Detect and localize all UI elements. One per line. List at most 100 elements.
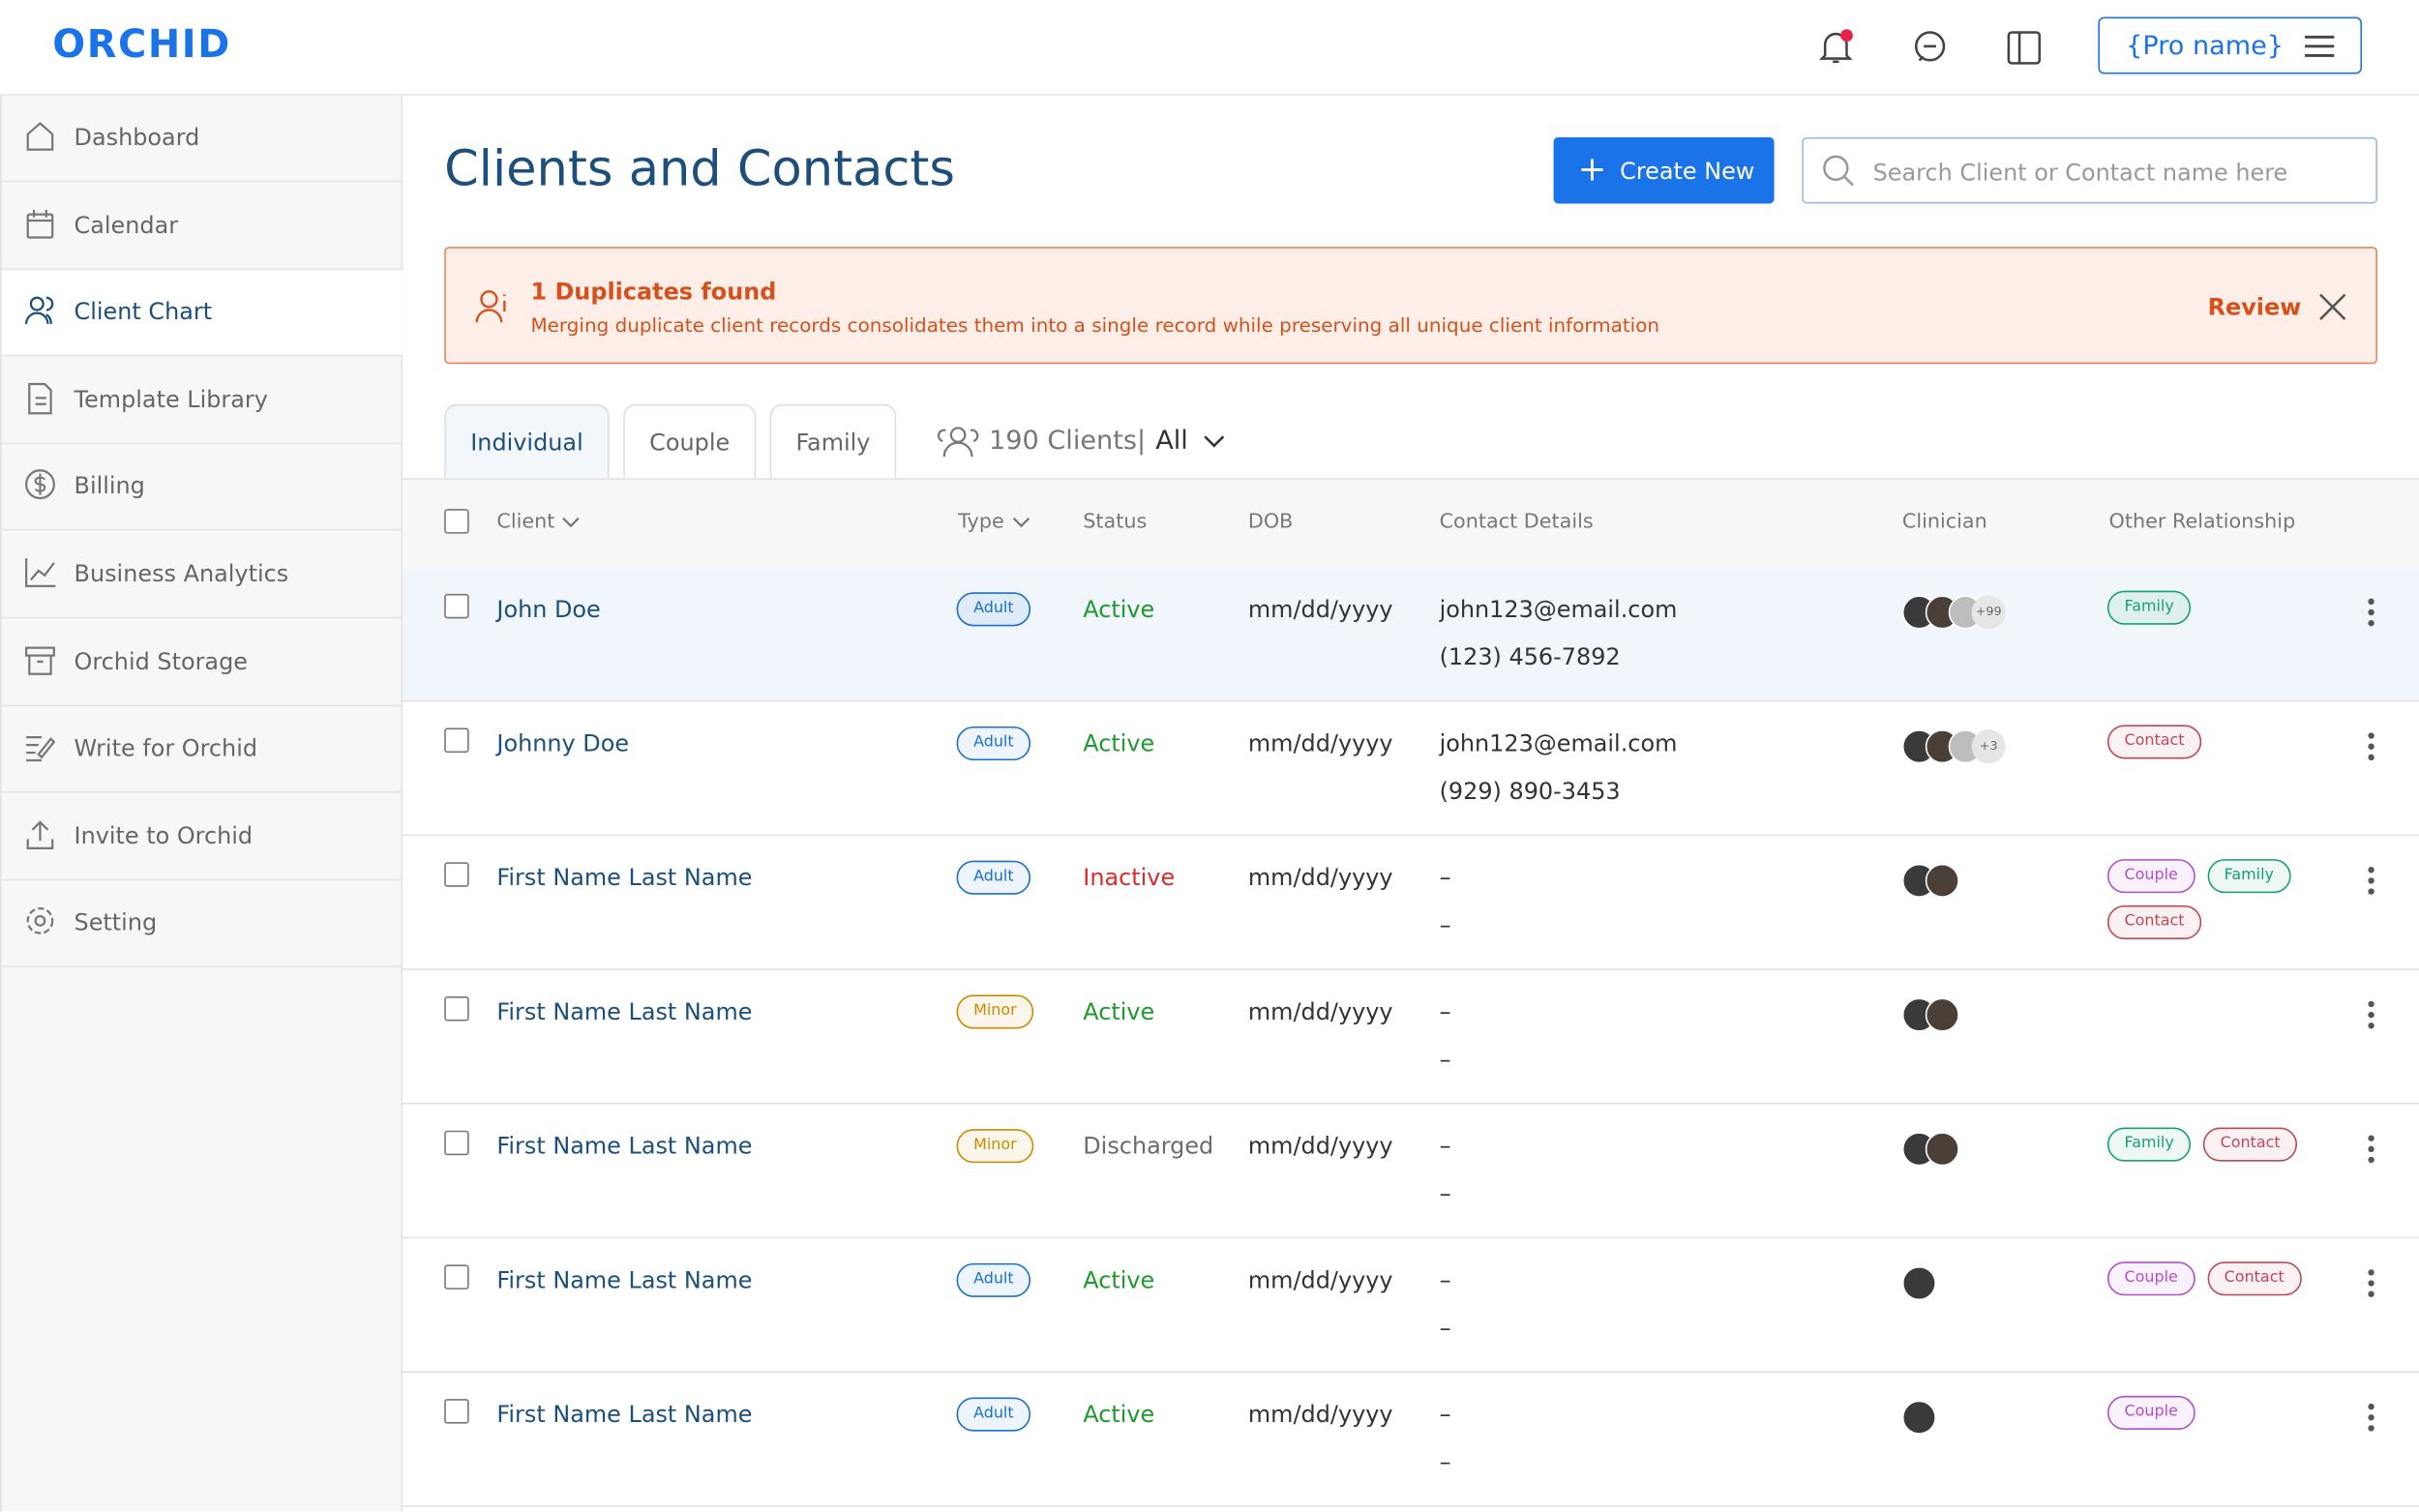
client-name[interactable]: First Name Last Name [496, 863, 753, 892]
status: Discharged [1083, 1132, 1214, 1160]
phone: – [1439, 911, 1451, 939]
row-checkbox[interactable] [444, 1399, 469, 1424]
status: Active [1083, 1266, 1155, 1294]
nav-item[interactable]: Orchid Storage [1, 619, 403, 706]
row-menu[interactable] [2368, 1269, 2374, 1301]
type-badge: Minor [956, 1129, 1034, 1164]
row-menu[interactable] [2368, 1000, 2374, 1033]
client-name[interactable]: First Name Last Name [496, 1400, 753, 1429]
email: – [1439, 1400, 1451, 1429]
column-header[interactable]: Client [496, 510, 555, 534]
nav-item[interactable]: Billing [1, 445, 403, 532]
status: Active [1083, 1400, 1155, 1429]
row-checkbox[interactable] [444, 862, 469, 887]
row-menu[interactable] [2368, 1403, 2374, 1436]
row-checkbox[interactable] [444, 1264, 469, 1290]
nav-icon [26, 209, 54, 239]
client-name[interactable]: First Name Last Name [496, 1132, 753, 1160]
dob: mm/dd/yyyy [1247, 729, 1393, 757]
nav-icon [26, 819, 54, 849]
column-header[interactable]: Type [958, 510, 1004, 534]
tab[interactable]: Couple [623, 403, 757, 479]
nav-icon [26, 736, 56, 762]
table-header [403, 478, 2419, 568]
nav-label: Template Library [74, 385, 268, 413]
sort-icon[interactable] [1012, 517, 1030, 529]
nav-icon [26, 122, 54, 151]
nav-icon [24, 296, 54, 325]
type-badge: Adult [956, 592, 1031, 627]
row-checkbox[interactable] [444, 1130, 469, 1156]
nav-label: Business Analytics [74, 559, 289, 588]
search-icon [1823, 155, 1854, 187]
row-menu[interactable] [2368, 598, 2374, 631]
tab[interactable]: Individual [444, 403, 610, 479]
plus-icon [1581, 159, 1603, 181]
status: Active [1083, 595, 1155, 624]
nav-item[interactable]: Business Analytics [1, 532, 403, 619]
tab-label: Individual [470, 429, 583, 457]
client-name[interactable]: Johnny Doe [496, 729, 630, 757]
relationship-badge: Couple [2106, 859, 2195, 894]
pro-menu[interactable]: {Pro name} [2098, 16, 2363, 74]
create-label: Create New [1620, 157, 1755, 186]
nav-item[interactable]: Calendar [1, 183, 403, 270]
table-row [403, 1373, 2419, 1507]
row-menu[interactable] [2368, 732, 2374, 764]
status: Active [1083, 729, 1155, 757]
nav-item[interactable]: Client Chart [1, 270, 403, 357]
relationship-badge: Couple [2106, 1261, 2195, 1296]
sort-icon[interactable] [561, 517, 580, 529]
relationship-badge: Contact [2203, 1127, 2298, 1162]
notification-icon[interactable] [1817, 28, 1854, 68]
nav-icon [26, 907, 54, 935]
nav-item[interactable]: Dashboard [1, 96, 403, 183]
nav-item[interactable]: Write for Orchid [1, 707, 403, 793]
nav-label: Setting [74, 908, 158, 937]
clinician-avatar [1925, 1132, 1959, 1167]
table-row [403, 1105, 2419, 1239]
create-button[interactable]: Create New [1553, 136, 1775, 204]
relationships: Couple Contact [2106, 1261, 2314, 1296]
client-name[interactable]: John Doe [496, 595, 601, 624]
review-link[interactable]: Review [2207, 292, 2302, 321]
client-name[interactable]: First Name Last Name [496, 997, 753, 1026]
row-menu[interactable] [2368, 1135, 2374, 1167]
row-checkbox[interactable] [444, 995, 469, 1022]
nav-item[interactable]: Template Library [1, 358, 403, 444]
chat-icon[interactable] [1911, 29, 1948, 66]
page-title: Clients and Contacts [444, 138, 955, 198]
sidebar: Dashboard Calendar Client Chart Template Li… [0, 95, 403, 1512]
top-bar: ORCHID {Pro name} [0, 0, 2419, 96]
column-header: Clinician [1901, 510, 1987, 534]
close-icon[interactable] [2317, 291, 2348, 322]
tab[interactable]: Family [769, 403, 897, 479]
tab-label: Family [795, 429, 871, 457]
row-menu[interactable] [2368, 867, 2374, 899]
logo[interactable]: ORCHID [52, 21, 231, 67]
nav-item[interactable]: Setting [1, 881, 403, 968]
panel-icon[interactable] [2006, 29, 2043, 66]
nav-item[interactable]: Invite to Orchid [1, 794, 403, 881]
row-checkbox[interactable] [444, 593, 469, 619]
client-name[interactable]: First Name Last Name [496, 1266, 753, 1294]
nav-label: Calendar [74, 210, 179, 239]
clients-icon [937, 427, 979, 458]
chevron-icon [1204, 435, 1225, 448]
type-badge: Adult [956, 726, 1031, 761]
alert-title: 1 Duplicates found [530, 277, 777, 306]
search-box[interactable]: Search Client or Contact name here [1802, 136, 2377, 204]
filter-select[interactable]: All [1155, 426, 1188, 457]
relationship-badge: Family [2207, 859, 2291, 894]
select-all-checkbox[interactable] [444, 509, 469, 534]
relationship-badge: Contact [2106, 904, 2202, 939]
phone: – [1439, 1179, 1451, 1208]
clinician-avatar [1925, 863, 1959, 898]
type-badge: Adult [956, 1397, 1031, 1432]
column-header: Other Relationship [2108, 510, 2296, 534]
row-checkbox[interactable] [444, 727, 469, 754]
phone: – [1439, 1448, 1451, 1476]
phone: (929) 890-3453 [1439, 777, 1621, 806]
nav-icon [24, 558, 56, 587]
